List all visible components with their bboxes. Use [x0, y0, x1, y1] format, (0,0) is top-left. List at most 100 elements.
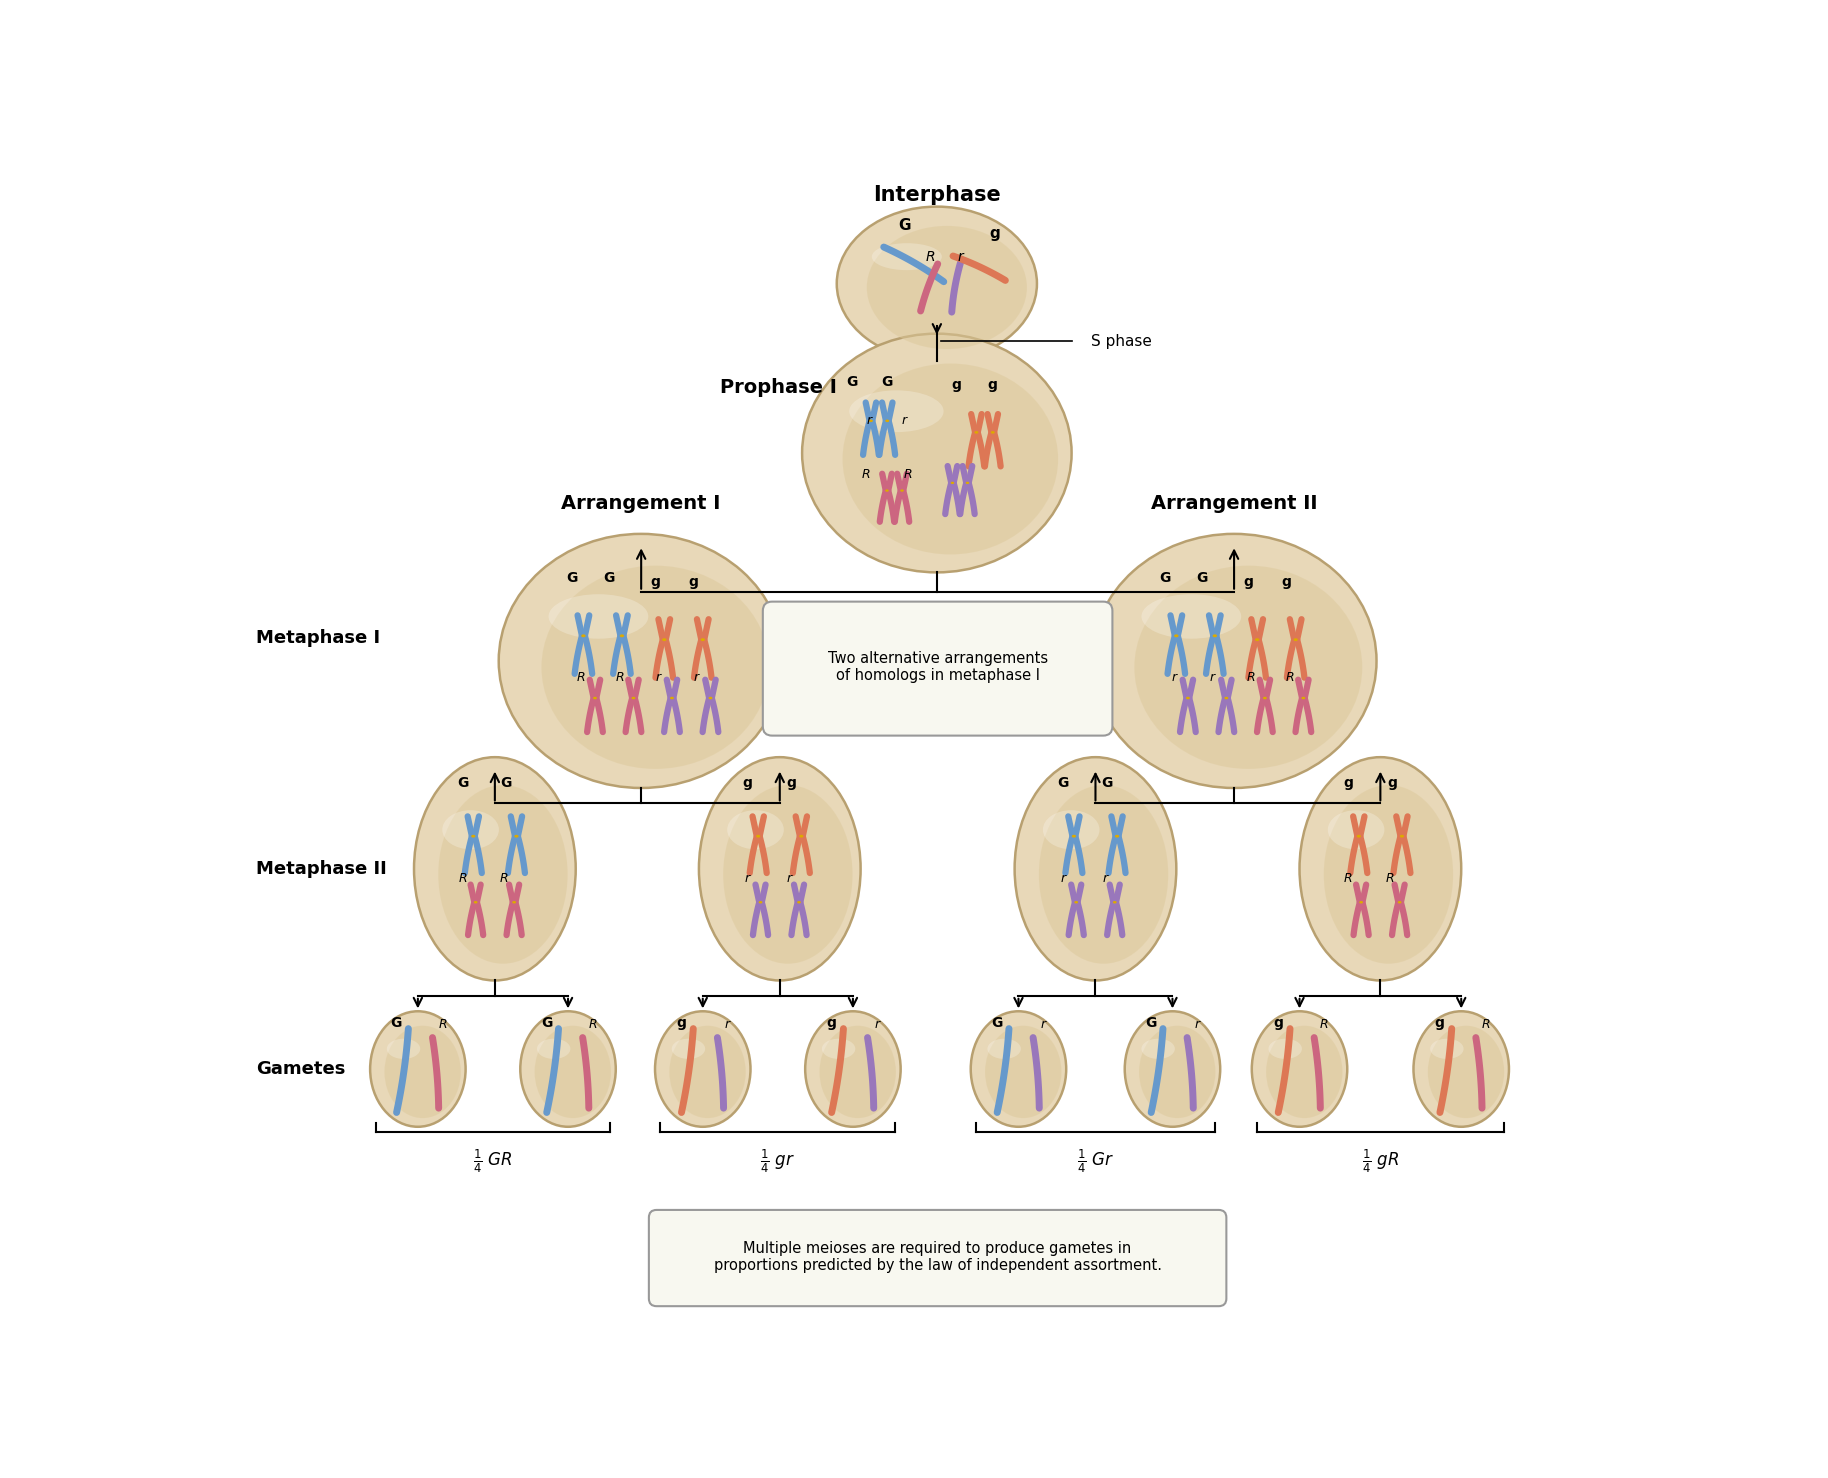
Ellipse shape — [1115, 835, 1119, 838]
Text: r: r — [958, 250, 963, 263]
Text: g: g — [1435, 1015, 1444, 1030]
Text: g: g — [1243, 575, 1252, 590]
Ellipse shape — [439, 785, 569, 964]
Text: R: R — [861, 469, 870, 480]
Ellipse shape — [631, 696, 636, 699]
Text: R: R — [439, 1018, 446, 1030]
Text: g: g — [987, 378, 998, 392]
Ellipse shape — [709, 696, 713, 699]
Ellipse shape — [985, 1026, 1062, 1119]
Text: G: G — [501, 776, 512, 789]
Text: g: g — [689, 575, 698, 590]
Ellipse shape — [671, 1039, 706, 1058]
Text: r: r — [1210, 671, 1216, 684]
Text: r: r — [786, 872, 792, 884]
Text: g: g — [1272, 1015, 1283, 1030]
Ellipse shape — [1075, 902, 1079, 903]
Ellipse shape — [866, 226, 1027, 349]
Ellipse shape — [987, 1039, 1020, 1058]
Ellipse shape — [1269, 1039, 1302, 1058]
Ellipse shape — [669, 1026, 746, 1119]
Text: G: G — [898, 219, 910, 234]
Text: g: g — [989, 226, 1000, 241]
Ellipse shape — [1429, 1039, 1464, 1058]
Ellipse shape — [671, 696, 675, 699]
Ellipse shape — [1356, 835, 1360, 838]
Ellipse shape — [548, 594, 649, 638]
Ellipse shape — [728, 810, 784, 850]
Text: r: r — [1172, 671, 1177, 684]
Ellipse shape — [1256, 638, 1259, 641]
Text: r: r — [744, 872, 749, 884]
Text: r: r — [1060, 872, 1066, 884]
Ellipse shape — [413, 757, 576, 980]
Text: G: G — [567, 571, 578, 585]
Ellipse shape — [1400, 835, 1404, 838]
Text: r: r — [901, 414, 907, 427]
Text: r: r — [656, 671, 660, 684]
Text: g: g — [826, 1015, 835, 1030]
Text: R: R — [578, 671, 585, 684]
Ellipse shape — [1263, 696, 1267, 699]
Ellipse shape — [759, 902, 762, 903]
Text: R: R — [499, 872, 508, 884]
FancyBboxPatch shape — [649, 1210, 1227, 1307]
Text: r: r — [1194, 1018, 1199, 1030]
Ellipse shape — [1139, 1026, 1216, 1119]
Ellipse shape — [1323, 785, 1453, 964]
Ellipse shape — [388, 1039, 420, 1058]
Text: R: R — [925, 250, 936, 263]
Text: Prophase I: Prophase I — [720, 378, 837, 398]
Ellipse shape — [1294, 638, 1298, 641]
Text: G: G — [1196, 571, 1208, 585]
Text: R: R — [1344, 872, 1353, 884]
Ellipse shape — [1141, 1039, 1175, 1058]
Ellipse shape — [512, 902, 515, 903]
Text: r: r — [1040, 1018, 1046, 1030]
Ellipse shape — [1300, 757, 1461, 980]
Text: R: R — [1247, 671, 1256, 684]
Ellipse shape — [971, 1011, 1066, 1126]
Text: G: G — [881, 375, 892, 389]
Ellipse shape — [1141, 594, 1241, 638]
Text: G: G — [1100, 776, 1113, 789]
Text: G: G — [1159, 571, 1170, 585]
Text: Two alternative arrangements
of homologs in metaphase I: Two alternative arrangements of homologs… — [828, 650, 1047, 683]
Text: Arrangement I: Arrangement I — [561, 494, 720, 513]
Ellipse shape — [868, 420, 874, 423]
Ellipse shape — [885, 489, 888, 492]
Ellipse shape — [1015, 757, 1177, 980]
Ellipse shape — [1174, 634, 1179, 637]
Ellipse shape — [442, 810, 499, 850]
Ellipse shape — [514, 835, 519, 838]
Text: $\frac{1}{4}$ $gR$: $\frac{1}{4}$ $gR$ — [1362, 1148, 1398, 1175]
Text: $\frac{1}{4}$ $gr$: $\frac{1}{4}$ $gr$ — [760, 1148, 795, 1175]
Ellipse shape — [724, 785, 852, 964]
Ellipse shape — [1113, 902, 1117, 903]
Ellipse shape — [534, 1026, 611, 1119]
Ellipse shape — [700, 638, 706, 641]
Text: G: G — [603, 571, 614, 585]
Text: R: R — [903, 469, 912, 480]
Ellipse shape — [1212, 634, 1217, 637]
Ellipse shape — [1360, 902, 1364, 903]
Text: g: g — [786, 776, 797, 789]
Ellipse shape — [592, 696, 598, 699]
Text: r: r — [726, 1018, 729, 1030]
Ellipse shape — [1091, 534, 1376, 788]
Ellipse shape — [1327, 810, 1384, 850]
Ellipse shape — [837, 207, 1036, 361]
Text: G: G — [1057, 776, 1069, 789]
Text: Metaphase II: Metaphase II — [256, 860, 388, 878]
Ellipse shape — [581, 634, 585, 637]
Text: Arrangement II: Arrangement II — [1152, 494, 1318, 513]
Text: g: g — [1344, 776, 1353, 789]
Text: G: G — [846, 375, 857, 389]
Text: G: G — [457, 776, 468, 789]
Ellipse shape — [654, 1011, 751, 1126]
Ellipse shape — [521, 1011, 616, 1126]
Text: Interphase: Interphase — [874, 185, 1000, 205]
Ellipse shape — [823, 1039, 856, 1058]
Ellipse shape — [991, 432, 994, 433]
Text: $\frac{1}{4}$ $GR$: $\frac{1}{4}$ $GR$ — [473, 1148, 514, 1175]
